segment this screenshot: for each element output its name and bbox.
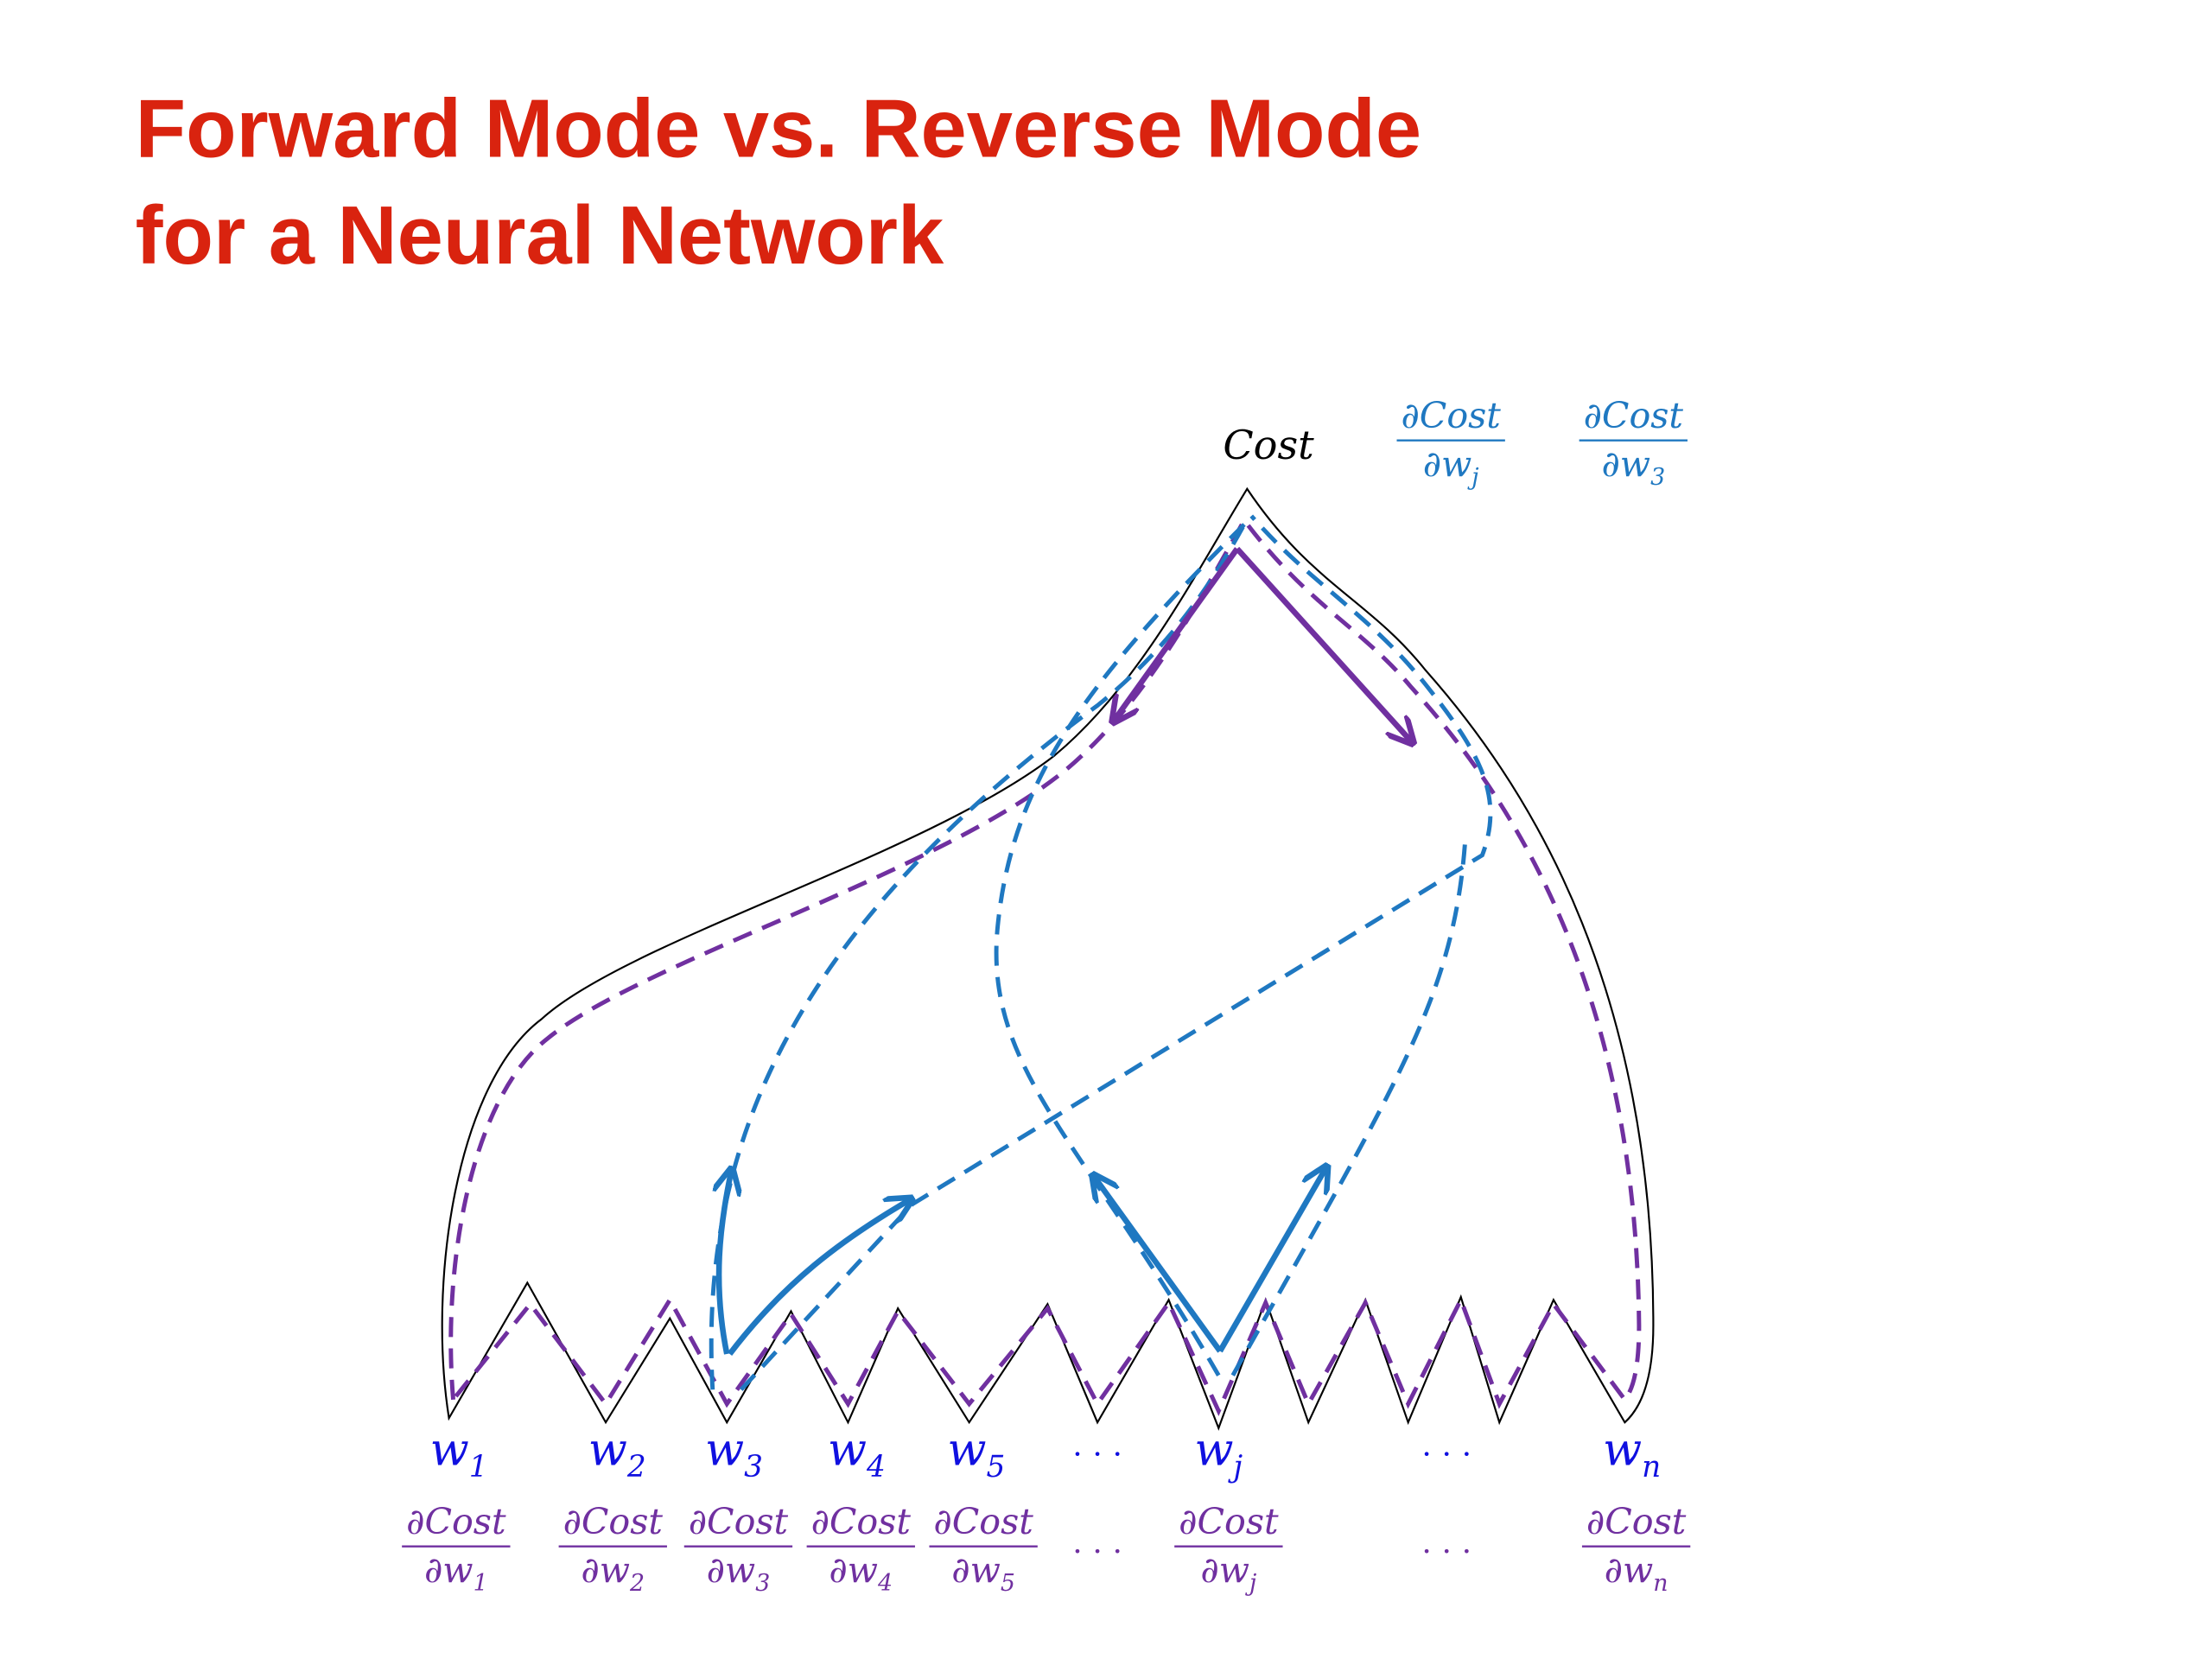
fraction-num: ∂Cost — [689, 1501, 789, 1542]
title-line: for a Neural Network — [136, 189, 944, 282]
fraction-num: ∂Cost — [1586, 1501, 1687, 1542]
fraction-den-sub: 1 — [474, 1570, 488, 1597]
graph-outline — [441, 486, 1655, 1431]
fraction-den: ∂wn — [1605, 1549, 1669, 1597]
weight-label-base: w — [705, 1424, 744, 1477]
fraction-den: ∂wj — [1423, 443, 1479, 491]
fraction-den-sub: 2 — [629, 1570, 645, 1597]
fraction-den-base: ∂w — [1601, 443, 1650, 485]
fraction-den: ∂w3 — [707, 1549, 771, 1597]
ellipsis: · · · — [1071, 1532, 1122, 1570]
fraction-den-base: ∂w — [424, 1549, 474, 1591]
fraction-den-sub: 3 — [755, 1570, 770, 1597]
weight-label-base: w — [588, 1424, 627, 1477]
weight-label: w5 — [947, 1424, 1005, 1484]
weight-label-base: w — [947, 1424, 986, 1477]
reverse-path — [448, 516, 1642, 1417]
fraction-num: ∂Cost — [1401, 395, 1501, 436]
fraction-den-sub: 3 — [1650, 464, 1665, 491]
fraction-den-base: ∂w — [951, 1549, 1001, 1591]
weight-label: w1 — [430, 1424, 488, 1484]
fraction-den-base: ∂w — [829, 1549, 878, 1591]
weight-label-base: w — [1603, 1424, 1642, 1477]
fraction-den: ∂w5 — [951, 1549, 1015, 1597]
cost-label: Cost — [1223, 422, 1314, 468]
fraction-num: ∂Cost — [406, 1501, 506, 1542]
weight-label-sub: 4 — [866, 1450, 886, 1484]
fraction-den: ∂w1 — [424, 1549, 488, 1597]
weight-label-base: w — [828, 1424, 867, 1477]
fraction-den-base: ∂w — [1605, 1549, 1654, 1591]
fraction-num: ∂Cost — [563, 1501, 664, 1542]
fraction-den-sub: n — [1653, 1570, 1668, 1597]
ellipsis: · · · — [1421, 1532, 1472, 1570]
fraction-den-sub: 5 — [1001, 1570, 1015, 1597]
weight-label-sub: 1 — [469, 1450, 488, 1484]
fraction-num: ∂Cost — [933, 1501, 1033, 1542]
fraction-den: ∂w3 — [1601, 443, 1665, 491]
weight-label: wn — [1603, 1424, 1661, 1484]
fraction-den-base: ∂w — [707, 1549, 756, 1591]
weight-label-base: w — [1194, 1424, 1233, 1477]
arrows — [719, 546, 1411, 1357]
fraction-den-sub: 4 — [877, 1570, 893, 1597]
weight-label: wj — [1194, 1424, 1243, 1484]
weight-label-sub: n — [1642, 1450, 1661, 1484]
fraction-den: ∂wj — [1200, 1549, 1256, 1597]
weight-label-base: w — [430, 1424, 469, 1477]
weight-label: w4 — [828, 1424, 886, 1484]
fraction-den-base: ∂w — [581, 1549, 630, 1591]
fraction-den-base: ∂w — [1200, 1549, 1249, 1591]
fraction-den: ∂w4 — [829, 1549, 893, 1597]
weight-label-sub: 3 — [744, 1450, 763, 1484]
weight-label: w3 — [705, 1424, 763, 1484]
weight-label-sub: 5 — [987, 1450, 1006, 1484]
fraction-num: ∂Cost — [1179, 1501, 1279, 1542]
weight-label-sub: 2 — [626, 1450, 646, 1484]
title-line: Forward Mode vs. Reverse Mode — [136, 82, 1421, 175]
ellipsis: · · · — [1421, 1435, 1472, 1473]
fraction-den: ∂w2 — [581, 1549, 645, 1597]
fraction-num: ∂Cost — [1584, 395, 1684, 436]
weight-label: w2 — [588, 1424, 646, 1484]
ellipsis: · · · — [1071, 1435, 1122, 1473]
fraction-den-base: ∂w — [1423, 443, 1472, 485]
fraction-num: ∂Cost — [811, 1501, 912, 1542]
